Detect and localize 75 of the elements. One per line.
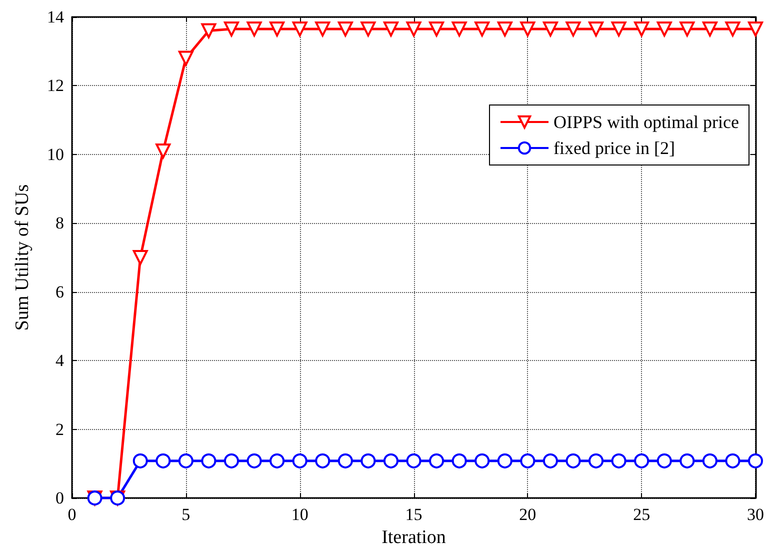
point	[452, 453, 467, 468]
point	[178, 50, 194, 66]
point	[611, 22, 626, 37]
x-tick-label: 5	[182, 505, 190, 524]
point	[178, 453, 194, 468]
point	[680, 453, 695, 468]
point	[474, 453, 490, 468]
point	[406, 22, 422, 37]
point	[474, 22, 490, 37]
legend-label: fixed price in [2]	[554, 138, 675, 158]
point	[292, 453, 308, 468]
point	[520, 22, 536, 37]
point	[429, 453, 444, 468]
point	[246, 22, 262, 37]
y-tick-label: 4	[56, 351, 64, 370]
point	[566, 22, 581, 37]
point	[224, 22, 239, 37]
point	[542, 453, 558, 468]
point	[497, 453, 512, 468]
point	[542, 22, 558, 37]
point	[611, 453, 626, 468]
point	[634, 22, 650, 37]
point	[132, 250, 148, 265]
point	[156, 143, 171, 158]
x-tick-label: 10	[291, 505, 308, 524]
x-tick-label: 30	[747, 505, 764, 524]
point	[406, 453, 422, 468]
y-tick-label: 10	[47, 144, 64, 164]
y-tick-label: 0	[56, 488, 64, 508]
point	[132, 453, 148, 468]
point	[656, 453, 672, 468]
point	[383, 22, 398, 37]
y-tick-label: 12	[47, 76, 64, 96]
point	[224, 453, 239, 468]
point	[566, 453, 581, 468]
y-tick-label: 14	[47, 8, 64, 26]
y-tick-label: 6	[56, 282, 64, 302]
point	[452, 22, 467, 37]
point	[383, 453, 398, 468]
x-tick-label: 25	[633, 505, 650, 524]
point	[338, 22, 353, 37]
point	[246, 453, 262, 468]
point	[315, 22, 330, 37]
point	[725, 22, 740, 37]
point	[634, 453, 650, 468]
point	[497, 22, 512, 37]
point	[588, 453, 604, 468]
x-tick-label: 20	[519, 505, 536, 524]
point	[201, 23, 216, 38]
x-tick-label: 0	[68, 505, 76, 524]
y-tick-label: 2	[56, 420, 64, 439]
point	[520, 453, 536, 468]
point	[360, 22, 376, 37]
point	[292, 22, 308, 37]
legend-label: OIPPS with optimal price	[554, 112, 740, 132]
point	[156, 453, 171, 468]
point	[680, 22, 695, 37]
point	[270, 22, 285, 37]
point	[338, 453, 353, 468]
point	[656, 22, 672, 37]
y-axis-title: Sum Utility of SUs	[12, 184, 33, 331]
point	[702, 453, 718, 468]
y-tick-label: 8	[56, 214, 64, 233]
x-tick-label: 15	[405, 505, 422, 524]
point	[360, 453, 376, 468]
point	[725, 453, 740, 468]
point	[270, 453, 285, 468]
point	[702, 22, 718, 37]
point	[748, 453, 763, 468]
point	[315, 453, 330, 468]
point	[429, 22, 444, 37]
point	[748, 22, 763, 37]
x-axis-title: Iteration	[382, 526, 446, 548]
point	[201, 453, 216, 468]
point	[588, 22, 604, 37]
